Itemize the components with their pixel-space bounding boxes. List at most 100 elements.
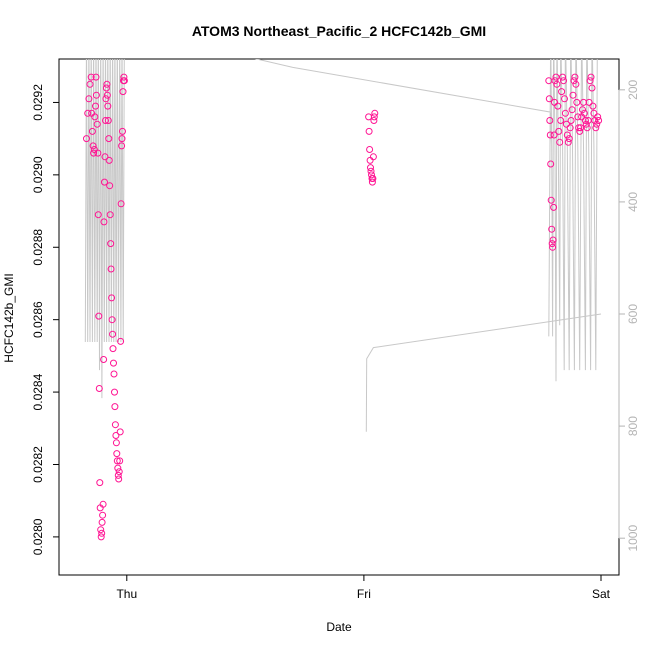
data-point — [92, 73, 100, 81]
data-point — [106, 182, 114, 190]
y-axis-left: 0.0280 0.0282 0.0284 0.0286 0.0288 0.0290 0.02… — [31, 84, 60, 555]
data-point — [96, 479, 104, 487]
data-point — [368, 178, 376, 186]
y-tick-label: 0.0286 — [31, 301, 45, 338]
data-point — [579, 106, 586, 114]
data-point — [589, 102, 597, 110]
data-point — [547, 196, 555, 204]
data-point — [369, 175, 377, 182]
data-point — [570, 77, 578, 85]
data-point — [588, 84, 596, 92]
data-point — [104, 102, 112, 110]
data-point — [116, 428, 124, 436]
data-point — [592, 124, 600, 132]
y2-tick-label: 600 — [626, 304, 640, 324]
data-point — [366, 146, 374, 153]
data-point — [110, 359, 117, 367]
data-point — [98, 518, 106, 526]
data-point — [101, 178, 108, 186]
data-point — [558, 88, 566, 96]
data-point — [568, 106, 576, 114]
data-point — [109, 330, 117, 338]
points-layer — [83, 73, 603, 541]
data-point — [554, 102, 562, 110]
data-point — [546, 117, 554, 124]
data-point — [103, 80, 111, 88]
data-point — [107, 240, 115, 248]
y-tick-label: 0.0284 — [31, 373, 45, 410]
y-tick-label: 0.0282 — [31, 446, 45, 483]
data-point — [594, 113, 602, 121]
data-point — [549, 243, 557, 251]
y-tick-label: 0.0280 — [31, 518, 45, 555]
data-point — [113, 457, 121, 465]
data-point — [569, 91, 577, 99]
data-point — [565, 135, 573, 143]
data-point — [552, 73, 560, 81]
data-point — [112, 439, 120, 447]
data-point — [91, 113, 99, 121]
y2-tick-label: 800 — [626, 416, 640, 436]
data-point — [581, 117, 589, 124]
data-point — [593, 120, 601, 128]
data-point — [548, 240, 556, 248]
data-point — [550, 131, 558, 139]
data-point — [548, 225, 556, 233]
y-axis-right: 200 400 600 800 1000 — [618, 79, 640, 552]
data-point — [95, 385, 103, 392]
data-point — [553, 80, 561, 88]
data-point — [555, 127, 563, 135]
data-point — [367, 164, 374, 172]
data-point — [108, 316, 116, 324]
data-point — [90, 149, 98, 157]
data-point — [365, 127, 373, 135]
data-point — [366, 156, 374, 164]
data-point — [105, 156, 113, 164]
data-point — [546, 131, 554, 139]
data-point — [563, 131, 571, 139]
data-point — [119, 127, 126, 135]
data-point — [109, 345, 117, 353]
data-point — [365, 113, 373, 121]
data-point — [111, 403, 119, 411]
series-line-1 — [365, 313, 602, 432]
data-point — [104, 117, 112, 124]
data-point — [566, 124, 574, 132]
data-point — [111, 421, 119, 429]
data-point — [551, 77, 559, 85]
data-point — [117, 200, 125, 208]
x-tick-label: Sat — [592, 587, 611, 601]
data-point — [97, 533, 105, 541]
y-tick-label: 0.0290 — [31, 156, 45, 193]
data-point — [560, 77, 567, 85]
data-point — [114, 464, 122, 472]
data-point — [559, 73, 567, 81]
data-point — [567, 117, 575, 124]
data-point — [103, 91, 111, 99]
data-point — [102, 84, 110, 92]
data-point — [585, 98, 593, 106]
data-point — [557, 117, 565, 124]
data-point — [370, 113, 378, 121]
data-point — [100, 218, 108, 226]
data-point — [573, 98, 581, 106]
data-point — [367, 167, 375, 175]
data-point — [106, 211, 114, 219]
data-point — [99, 500, 107, 508]
data-point — [101, 153, 109, 161]
data-point — [105, 135, 113, 143]
data-point — [577, 124, 585, 132]
chart-title: ATOM3 Northeast_Pacific_2 HCFC142b_GMI — [192, 23, 486, 39]
y-axis-label: HCFC142b_GMI — [2, 273, 16, 362]
data-point — [561, 109, 569, 117]
data-point — [100, 356, 108, 363]
x-axis-label: Date — [326, 620, 352, 634]
data-point — [94, 211, 102, 219]
data-point — [572, 80, 580, 88]
data-point — [116, 457, 124, 465]
data-point — [580, 109, 588, 117]
data-point — [368, 171, 375, 179]
data-point — [119, 88, 127, 96]
data-point — [576, 127, 584, 135]
